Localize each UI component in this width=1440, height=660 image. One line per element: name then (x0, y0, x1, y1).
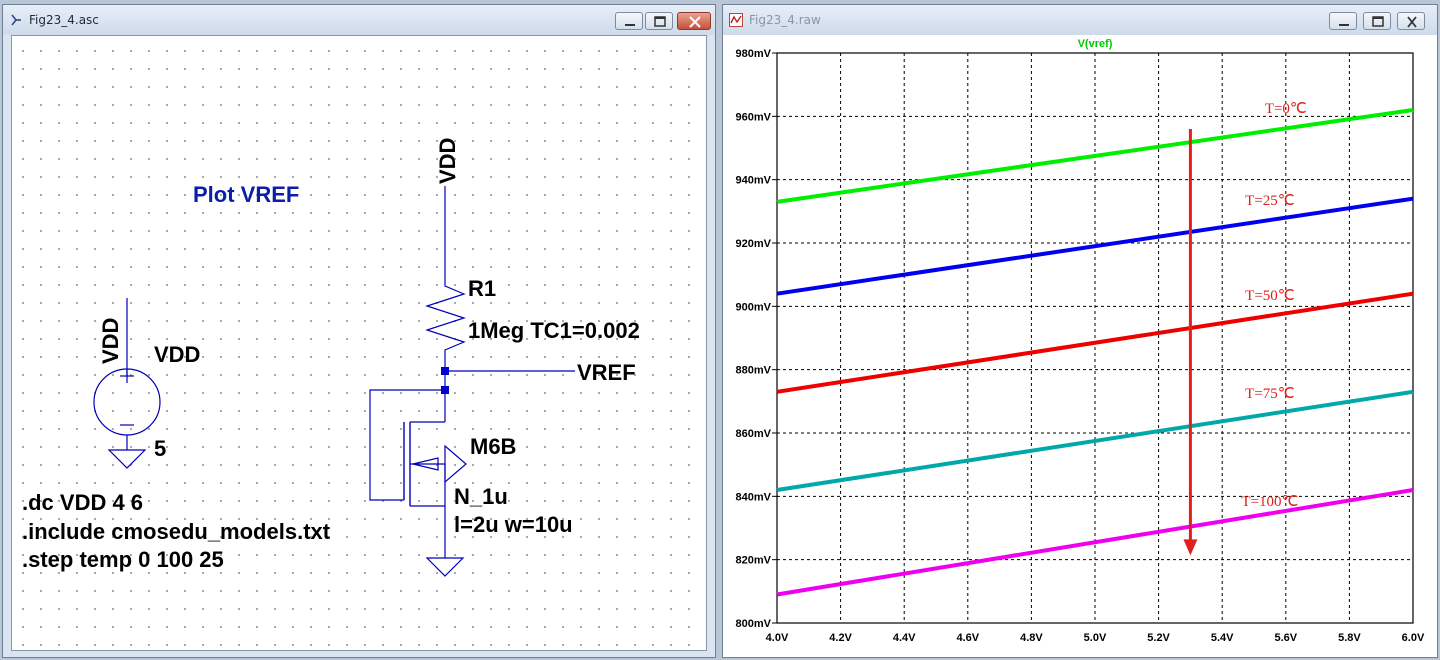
mosfet-size[interactable]: l=2u w=10u (454, 512, 573, 537)
mosfet-name[interactable]: M6B (470, 434, 517, 459)
vdd-source-net-label[interactable]: VDD (98, 317, 123, 364)
x-tick-label: 5.4V (1211, 632, 1234, 644)
maximize-icon (1372, 16, 1384, 27)
plot-frame (776, 52, 1414, 624)
series-line-1 (776, 196, 1414, 296)
maximize-button[interactable] (645, 12, 673, 30)
schematic-canvas[interactable]: Plot VREF VDD VDD VDD 5 R1 1Meg TC1=0.00… (11, 35, 707, 651)
minimize-icon (625, 24, 635, 26)
plot-window-title: Fig23_4.raw (749, 13, 821, 27)
y-tick-label: 800mV (736, 618, 772, 630)
x-tick-label: 5.6V (1274, 632, 1297, 644)
plot-maximize-button[interactable] (1363, 12, 1391, 30)
x-tick-label: 4.4V (893, 632, 916, 644)
schematic-drawing (93, 186, 575, 577)
x-tick-label: 5.2V (1147, 632, 1170, 644)
schematic-titlebar[interactable]: Fig23_4.asc (3, 5, 715, 35)
x-tick-label: 6.0V (1402, 632, 1425, 644)
y-tick-label: 920mV (736, 238, 772, 250)
gate-drain-wire (369, 389, 445, 501)
plot-window: Fig23_4.raw 4.0V 4.2V 4.4V 4.6V 4.8V 5.0V 5.2V… (722, 4, 1438, 658)
series-label-0: T=0℃ (1265, 101, 1307, 117)
directive-step[interactable]: .step temp 0 100 25 (22, 547, 224, 572)
y-tick-label: 980mV (736, 48, 772, 60)
mosfet-model[interactable]: N_1u (454, 484, 508, 509)
plot-client[interactable]: 4.0V 4.2V 4.4V 4.6V 4.8V 5.0V 5.2V 5.4V 5.6V 5.8V… (723, 35, 1437, 657)
y-tick-label: 960mV (736, 111, 772, 123)
waveform-icon (729, 13, 743, 27)
y-tick-label: 900mV (736, 301, 772, 313)
plot-minimize-button[interactable] (1329, 12, 1357, 30)
schematic-window: Fig23_4.asc (2, 4, 716, 658)
x-tick-label: 4.0V (766, 632, 789, 644)
y-tick-label: 840mV (736, 491, 772, 503)
x-tick-label: 4.8V (1020, 632, 1043, 644)
series-label-1: T=25℃ (1245, 193, 1294, 209)
schematic-grid (12, 36, 706, 650)
series-line-4 (776, 488, 1414, 597)
close-icon (1407, 16, 1417, 28)
y-tick-label: 880mV (736, 365, 772, 377)
vdd-net-label[interactable]: VDD (435, 137, 460, 184)
schematic-window-title: Fig23_4.asc (29, 13, 99, 27)
plot-titlebar[interactable]: Fig23_4.raw (723, 5, 1437, 35)
x-tick-label: 4.6V (956, 632, 979, 644)
directive-dc[interactable]: .dc VDD 4 6 (22, 490, 144, 515)
source-name[interactable]: VDD (154, 342, 201, 367)
directive-include[interactable]: .include cmosedu_models.txt (22, 519, 331, 544)
resistor-value[interactable]: 1Meg TC1=0.002 (468, 318, 640, 343)
series-label-3: T=75℃ (1245, 386, 1294, 402)
series-line-0 (776, 108, 1414, 204)
resistor-r1-symbol[interactable] (425, 274, 466, 371)
x-tick-label: 5.8V (1338, 632, 1361, 644)
nmos-m6b-symbol[interactable] (403, 421, 467, 577)
close-button[interactable] (677, 12, 711, 30)
waveform-plot[interactable]: 4.0V 4.2V 4.4V 4.6V 4.8V 5.0V 5.2V 5.4V 5.6V 5.8V… (723, 35, 1437, 657)
series-line-3 (776, 389, 1414, 492)
series-label-4: T=100℃ (1241, 494, 1298, 510)
series-label-2: T=50℃ (1245, 288, 1294, 304)
temperature-arrowhead (1183, 539, 1198, 556)
y-tick-label: 940mV (736, 175, 772, 187)
series-line-2 (776, 291, 1414, 394)
minimize-button[interactable] (615, 12, 643, 30)
voltage-source-symbol[interactable] (93, 298, 161, 469)
resistor-name[interactable]: R1 (468, 276, 497, 301)
minimize-icon (1339, 24, 1349, 26)
x-tick-label: 4.2V (829, 632, 852, 644)
schematic-comment[interactable]: Plot VREF (193, 182, 300, 207)
trace-label: V(vref) (1078, 38, 1113, 50)
maximize-icon (654, 16, 666, 27)
y-tick-label: 820mV (736, 555, 772, 567)
close-icon (689, 16, 701, 28)
plot-close-button[interactable] (1397, 12, 1425, 30)
vref-net-label[interactable]: VREF (577, 360, 636, 385)
ltspice-schematic-icon (11, 14, 21, 26)
y-tick-label: 860mV (736, 428, 772, 440)
source-value[interactable]: 5 (154, 436, 167, 461)
x-tick-label: 5.0V (1084, 632, 1107, 644)
